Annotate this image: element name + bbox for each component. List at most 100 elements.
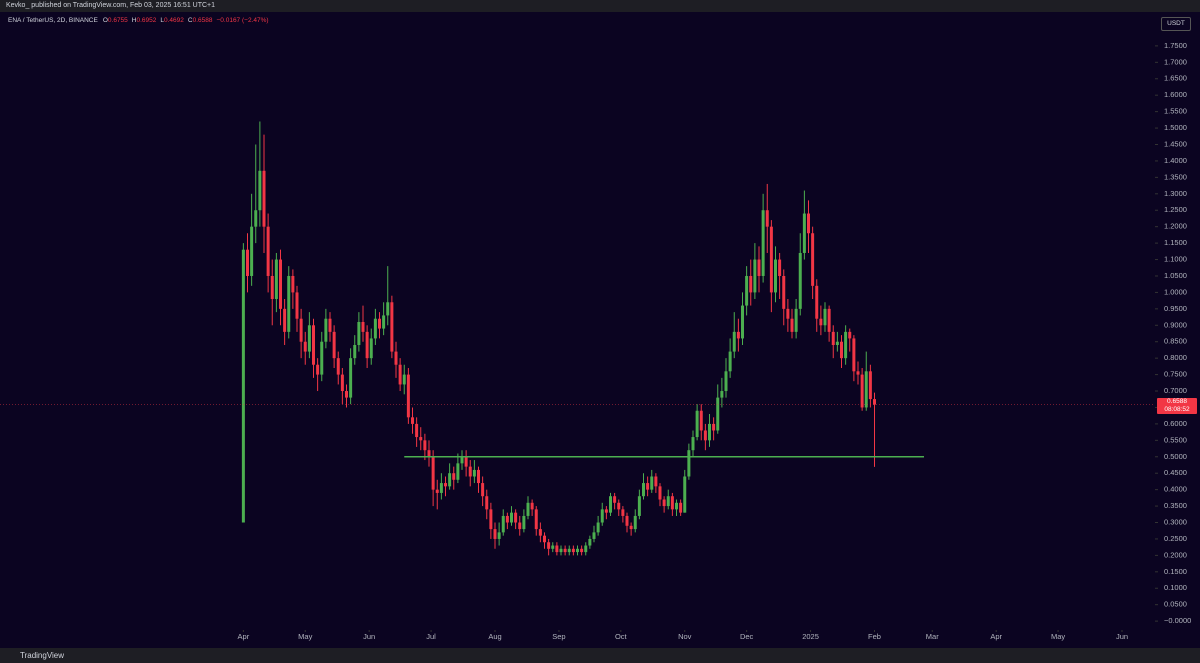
candle-body	[732, 331, 736, 352]
candle-body	[266, 226, 270, 276]
candle-body	[382, 315, 386, 329]
candle-body	[720, 391, 724, 398]
x-tick-label: May	[298, 632, 312, 641]
candle-body	[518, 522, 522, 530]
candle-body	[675, 502, 678, 510]
candle-body	[464, 456, 468, 467]
candle-body	[411, 417, 414, 424]
candle-body	[427, 450, 431, 457]
candle-body	[547, 542, 551, 549]
candle-body	[658, 486, 662, 500]
candle-body	[745, 275, 749, 306]
candle-body	[332, 331, 336, 359]
candle-body	[860, 374, 864, 408]
candle-body	[580, 548, 584, 553]
candle-body	[794, 308, 798, 332]
candle-body	[769, 226, 773, 293]
candle-body	[423, 440, 427, 451]
candle-body	[679, 502, 683, 513]
candle-body	[613, 496, 617, 503]
candle-body	[786, 308, 790, 319]
candle-body	[741, 305, 744, 339]
y-tick-label: 0.7500	[1164, 370, 1187, 379]
candle-body	[712, 423, 716, 431]
candle-body	[736, 331, 740, 339]
price-label: 0.6588 08:08:52	[1157, 397, 1197, 414]
ohlc-value: 0.6588	[192, 17, 213, 24]
ohlc-key: O	[102, 17, 108, 24]
candle-body	[761, 210, 765, 276]
y-tick-label: 0.4500	[1164, 468, 1187, 477]
y-tick-label: 0.4000	[1164, 485, 1187, 494]
candle-body	[790, 318, 794, 332]
candle-body	[588, 538, 592, 546]
candle-body	[856, 371, 860, 375]
candle-body	[852, 338, 856, 372]
candle-body	[324, 318, 328, 342]
candle-body	[534, 509, 538, 530]
y-tick-label: 0.8000	[1164, 353, 1187, 362]
candle-body	[386, 302, 390, 316]
candle-body	[798, 252, 802, 309]
y-tick-label: 0.2000	[1164, 550, 1187, 559]
candle-body	[390, 302, 394, 352]
candle-body	[666, 496, 670, 507]
candle-body	[444, 483, 447, 487]
candle-body	[526, 502, 530, 516]
y-tick-label: 0.5500	[1164, 435, 1187, 444]
candle-body	[691, 437, 695, 451]
candle-body	[811, 233, 815, 286]
x-tick-label: Oct	[615, 632, 628, 641]
candle-body	[514, 512, 518, 523]
candle-body	[864, 371, 868, 408]
candle-body	[336, 358, 340, 375]
candle-body	[373, 318, 377, 339]
candle-body	[501, 515, 505, 533]
x-tick-label: May	[1051, 632, 1065, 641]
candle-body	[609, 496, 612, 513]
candle-body	[345, 391, 348, 398]
y-tick-label: −0.0000	[1164, 616, 1191, 625]
candle-body	[522, 515, 526, 530]
candle-body	[757, 259, 761, 276]
x-tick-label: Feb	[868, 632, 881, 641]
candle-body	[303, 341, 307, 352]
candle-body	[460, 456, 464, 464]
candle-body	[699, 410, 703, 431]
candle-body	[497, 532, 501, 539]
candle-body	[291, 275, 295, 293]
currency-button[interactable]: USDT	[1161, 17, 1191, 31]
y-tick-label: 1.4000	[1164, 156, 1187, 165]
candle-body	[687, 450, 691, 477]
candle-body	[472, 469, 476, 477]
candle-body	[728, 351, 732, 372]
y-tick-label: 0.3500	[1164, 501, 1187, 510]
candle-body	[831, 331, 835, 346]
y-tick-label: 1.2000	[1164, 222, 1187, 231]
candle-body	[592, 532, 596, 539]
candle-body	[782, 275, 786, 309]
y-tick-label: 0.2500	[1164, 534, 1187, 543]
x-tick-label: 2025	[802, 632, 819, 641]
candle-body	[270, 275, 274, 299]
candle-body	[563, 548, 567, 553]
x-tick-label: Jun	[1116, 632, 1128, 641]
y-tick-label: 1.1000	[1164, 255, 1187, 264]
candle-body	[617, 502, 621, 510]
x-tick-label: Sep	[552, 632, 565, 641]
candle-body	[287, 275, 291, 332]
x-tick-label: Apr	[990, 632, 1002, 641]
candle-body	[456, 463, 460, 480]
candle-body	[654, 476, 658, 487]
candle-body	[316, 364, 320, 375]
candle-body	[279, 259, 282, 309]
candle-body	[312, 325, 315, 365]
candle-body	[840, 341, 843, 359]
candle-body	[406, 374, 410, 418]
candle-body	[633, 515, 637, 530]
candle-body	[749, 275, 753, 293]
ohlc-key: C	[187, 17, 193, 24]
candle-body	[571, 548, 575, 553]
y-tick-label: 0.1000	[1164, 583, 1187, 592]
candle-body	[489, 509, 493, 530]
